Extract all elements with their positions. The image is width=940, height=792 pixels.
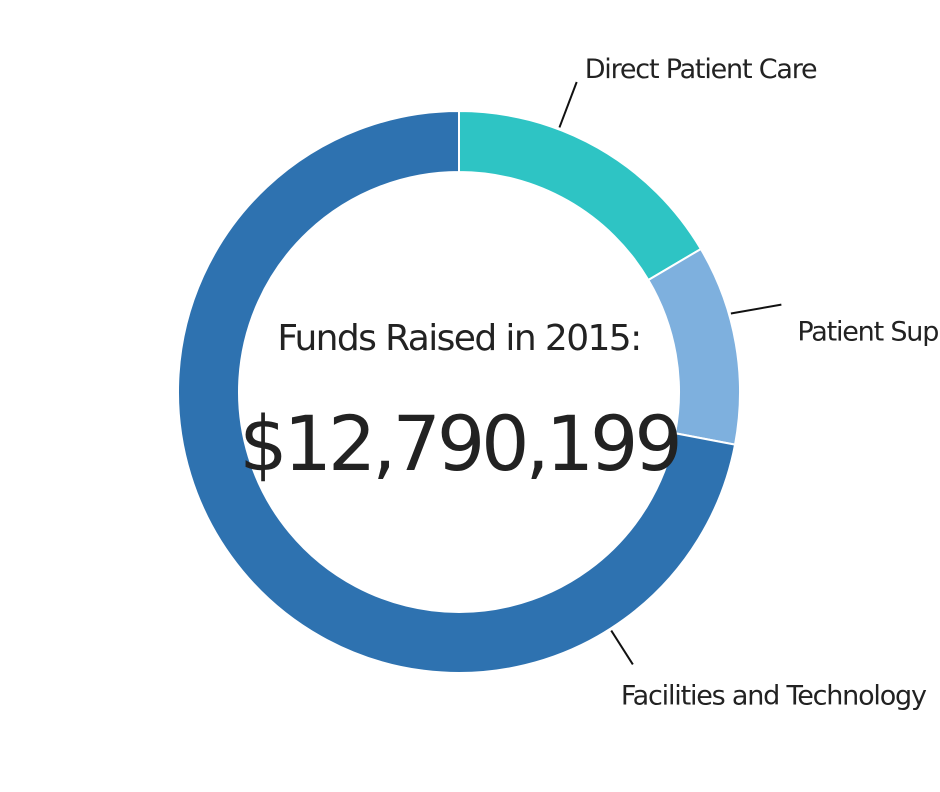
leader-line	[730, 303, 782, 315]
slice-label: Patient Support	[797, 317, 940, 348]
center-heading: Funds Raised in 2015:	[277, 318, 640, 359]
donut-slice-facilities-and-technology	[177, 109, 737, 674]
donut-slice-direct-patient-care	[458, 109, 703, 282]
center-total-amount: $12,790,199	[239, 399, 679, 488]
slices-layer	[177, 109, 741, 674]
leader-line	[610, 630, 634, 665]
slice-label: Direct Patient Care	[585, 54, 817, 85]
leaders-layer	[558, 81, 782, 665]
leader-line	[558, 81, 578, 128]
labels-layer: Direct Patient Care Patient Support Facili…	[585, 54, 940, 711]
slice-label: Facilities and Technology	[621, 680, 927, 711]
